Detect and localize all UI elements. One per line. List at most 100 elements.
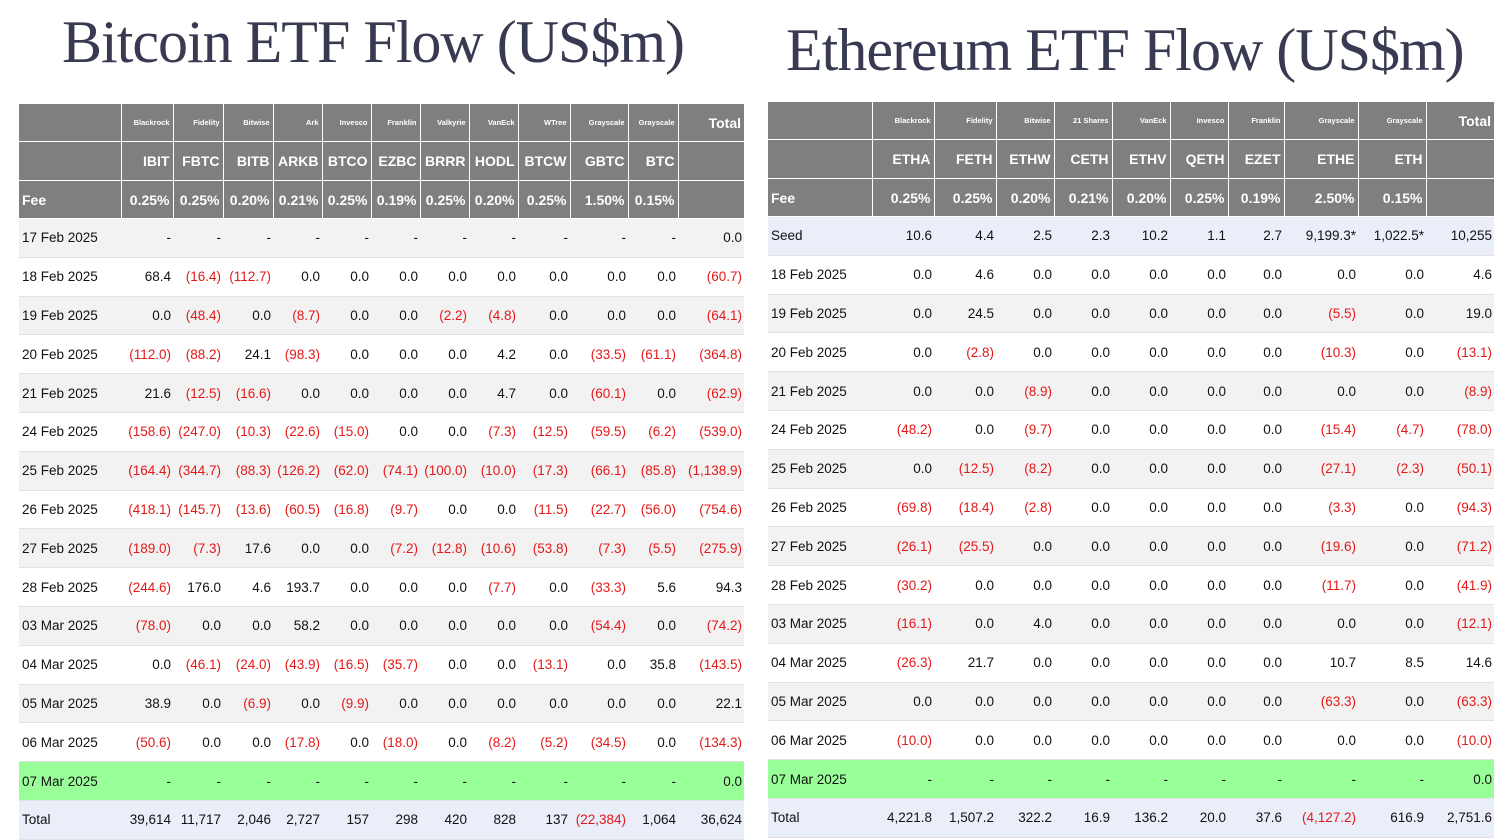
btc-flow-cell: (5.2) — [518, 722, 570, 763]
btc-flow-cell: 0.0 — [570, 645, 628, 685]
eth-flow-cell: 0.0 — [1054, 332, 1112, 373]
eth-flow-cell: 2,751.6 — [1426, 798, 1494, 838]
eth-ticker-header-row: ETHA FETH ETHW CETH ETHV QETH EZET ETHE ETH — [768, 139, 1494, 179]
btc-flow-cell: 0.0 — [628, 722, 678, 763]
btc-flow-cell: 0.0 — [223, 722, 273, 763]
eth-flow-cell: (71.2) — [1426, 526, 1494, 567]
eth-flow-cell: (5.5) — [1284, 294, 1358, 334]
btc-flow-cell: (12.5) — [173, 373, 223, 413]
btc-flow-cell: (54.4) — [570, 606, 628, 646]
eth-table-row: 04 Mar 2025 (26.3) 21.7 0.0 0.0 0.0 0.0 0.0 10.7… — [768, 643, 1494, 683]
eth-flow-cell: 0.0 — [1170, 643, 1228, 683]
btc-flow-cell: (112.7) — [223, 257, 273, 297]
btc-flow-cell: 0.0 — [322, 567, 371, 607]
btc-flow-cell: (15.0) — [322, 412, 371, 452]
btc-flow-cell: 0.0 — [518, 373, 570, 413]
eth-date-cell: 21 Feb 2025 — [768, 371, 872, 411]
eth-issuer-header: Bitwise — [996, 102, 1055, 140]
btc-date-cell: 07 Mar 2025 — [19, 761, 121, 801]
eth-flow-cell: 0.0 — [1228, 449, 1284, 489]
eth-flow-cell: 616.9 — [1358, 798, 1426, 838]
btc-ticker-header: BTC — [628, 141, 679, 181]
btc-flow-cell: (85.8) — [628, 451, 678, 491]
btc-flow-cell: (10.0) — [469, 451, 518, 491]
btc-flow-cell: 0.0 — [628, 684, 678, 724]
eth-flow-cell: 0.0 — [1112, 332, 1170, 373]
eth-flow-cell: 0.0 — [934, 604, 996, 644]
btc-flow-cell: (13.1) — [518, 645, 570, 685]
eth-date-cell: 05 Mar 2025 — [768, 682, 872, 722]
btc-issuer-header: Invesco — [322, 104, 372, 142]
btc-flow-cell: 0.0 — [371, 606, 420, 646]
eth-fee-cell: 0.20% — [1112, 178, 1171, 217]
eth-flow-cell: 0.0 — [1170, 565, 1228, 605]
eth-flow-cell: 0.0 — [1358, 526, 1426, 567]
btc-flow-cell: 0.0 — [322, 528, 371, 569]
eth-flow-cell: 2.3 — [1054, 216, 1112, 256]
btc-flow-cell: - — [173, 761, 223, 801]
eth-flow-cell: 0.0 — [996, 682, 1054, 722]
btc-flow-cell: 0.0 — [469, 645, 518, 685]
eth-header-blank — [768, 139, 873, 179]
eth-flow-cell: 0.0 — [1112, 565, 1170, 605]
btc-flow-cell: (18.0) — [371, 722, 420, 763]
btc-flow-cell: (43.9) — [273, 645, 322, 685]
btc-flow-cell: 17.6 — [223, 528, 273, 569]
btc-flow-cell: - — [322, 218, 371, 258]
btc-flow-cell: (12.8) — [420, 528, 469, 569]
eth-fee-row: Fee 0.25% 0.25% 0.20% 0.21% 0.20% 0.25% 0.19% 2.… — [768, 178, 1494, 217]
btc-header-blank — [19, 141, 122, 181]
eth-flow-cell: 0.0 — [934, 565, 996, 605]
btc-fee-cell: 0.25% — [322, 180, 372, 219]
eth-flow-cell: - — [1112, 759, 1170, 799]
btc-flow-cell: 0.0 — [518, 606, 570, 646]
eth-flow-cell: 0.0 — [934, 371, 996, 411]
eth-flow-cell: 0.0 — [1054, 371, 1112, 411]
eth-flow-cell: 0.0 — [1358, 371, 1426, 411]
eth-flow-cell: 0.0 — [1228, 604, 1284, 644]
btc-flow-cell: (100.0) — [420, 451, 469, 491]
btc-flow-cell: (24.0) — [223, 645, 273, 685]
eth-flow-cell: 0.0 — [1228, 410, 1284, 450]
eth-flow-cell: (4.7) — [1358, 410, 1426, 450]
btc-flow-cell: 0.0 — [469, 490, 518, 530]
eth-fee-cell: 0.25% — [872, 178, 935, 217]
ethereum-etf-table: Blackrock Fidelity Bitwise 21 Shares VanEck I… — [768, 102, 1494, 838]
eth-flow-cell: (11.7) — [1284, 565, 1358, 605]
eth-issuer-header: Grayscale — [1358, 102, 1427, 140]
btc-flow-cell: (247.0) — [173, 412, 223, 452]
eth-flow-cell: 2.5 — [996, 216, 1054, 256]
eth-issuer-header: Blackrock — [872, 102, 935, 140]
btc-flow-cell: (74.2) — [678, 606, 744, 646]
btc-flow-cell: (10.6) — [469, 528, 518, 569]
btc-flow-cell: 193.7 — [273, 567, 322, 607]
eth-issuer-header: Grayscale — [1284, 102, 1359, 140]
eth-flow-cell: (48.2) — [872, 410, 934, 450]
btc-flow-cell: (145.7) — [173, 490, 223, 530]
btc-flow-cell: 0.0 — [469, 684, 518, 724]
btc-flow-cell: (22.7) — [570, 490, 628, 530]
btc-flow-cell: (48.4) — [173, 296, 223, 336]
eth-flow-cell: 0.0 — [1170, 371, 1228, 411]
btc-flow-cell: 0.0 — [273, 684, 322, 724]
btc-date-cell: 24 Feb 2025 — [19, 412, 121, 452]
eth-flow-cell: 0.0 — [1170, 526, 1228, 567]
btc-flow-cell: 0.0 — [322, 257, 371, 297]
btc-issuer-header: VanEck — [469, 104, 519, 142]
btc-flow-cell: (754.6) — [678, 490, 744, 530]
eth-ticker-header: CETH — [1054, 139, 1113, 179]
eth-flow-cell: 0.0 — [1228, 682, 1284, 722]
eth-flow-cell: 0.0 — [996, 255, 1054, 295]
eth-flow-cell: (3.3) — [1284, 488, 1358, 528]
btc-flow-cell: (7.3) — [173, 528, 223, 569]
btc-flow-cell: (78.0) — [121, 606, 173, 646]
btc-ticker-header: EZBC — [371, 141, 421, 181]
btc-flow-cell: (60.1) — [570, 373, 628, 413]
btc-flow-cell: 11,717 — [173, 800, 223, 840]
eth-flow-cell: - — [1284, 759, 1358, 799]
btc-total-header: Total — [678, 104, 744, 142]
btc-flow-cell: - — [628, 761, 678, 801]
eth-flow-cell: (25.5) — [934, 526, 996, 567]
btc-issuer-header: Franklin — [371, 104, 421, 142]
btc-flow-cell: (5.5) — [628, 528, 678, 569]
